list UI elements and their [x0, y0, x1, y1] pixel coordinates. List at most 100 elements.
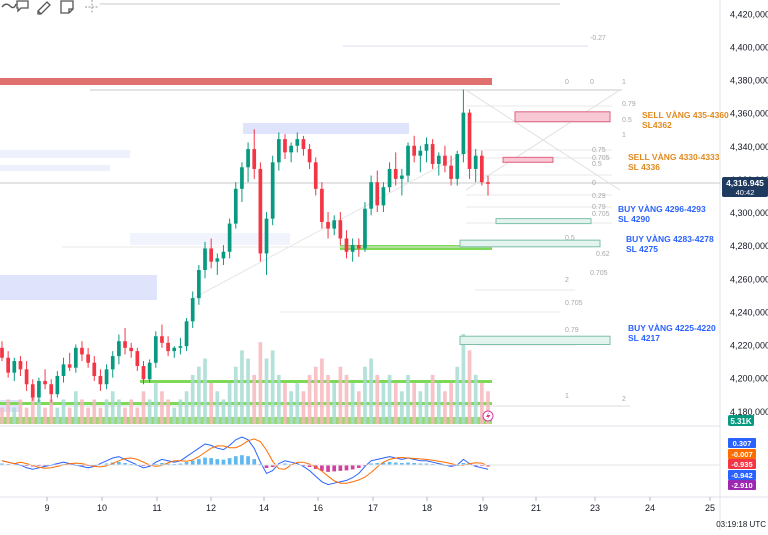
- candle-body[interactable]: [436, 155, 441, 164]
- candle-body[interactable]: [104, 369, 109, 385]
- candle-body[interactable]: [283, 139, 287, 153]
- candle-body[interactable]: [369, 182, 373, 209]
- price-tick-label[interactable]: 4,360,000: [730, 109, 768, 119]
- time-tick-label[interactable]: 21: [531, 503, 541, 513]
- sell-zone-box[interactable]: [502, 156, 554, 163]
- candle-body[interactable]: [43, 380, 47, 385]
- candle-body[interactable]: [67, 364, 72, 368]
- candle-body[interactable]: [338, 220, 343, 239]
- candle-body[interactable]: [406, 145, 410, 176]
- candle-body[interactable]: [289, 145, 293, 153]
- candle-body[interactable]: [418, 150, 423, 156]
- candle-body[interactable]: [197, 269, 201, 299]
- price-tick-label[interactable]: 4,420,000: [730, 9, 768, 19]
- candle-body[interactable]: [166, 342, 170, 352]
- candle-body[interactable]: [307, 149, 312, 163]
- candle-body[interactable]: [400, 175, 404, 179]
- candle-body[interactable]: [86, 354, 90, 363]
- candle-body[interactable]: [184, 321, 189, 347]
- candle-body[interactable]: [12, 361, 17, 373]
- time-tick-label[interactable]: 11: [152, 503, 161, 513]
- candle-body[interactable]: [73, 347, 78, 368]
- candle-body[interactable]: [24, 369, 29, 385]
- time-tick-label[interactable]: 23: [590, 503, 600, 513]
- candle-body[interactable]: [129, 347, 134, 352]
- candle-body[interactable]: [467, 112, 472, 169]
- comment-icon[interactable]: [16, 0, 29, 13]
- candle-body[interactable]: [221, 251, 226, 259]
- candle-body[interactable]: [110, 356, 115, 370]
- price-tick-label[interactable]: 4,380,000: [730, 76, 768, 86]
- crosshair-icon[interactable]: [85, 0, 99, 14]
- candle-body[interactable]: [240, 167, 244, 189]
- candle-body[interactable]: [449, 165, 453, 179]
- candle-body[interactable]: [123, 341, 127, 348]
- candle-body[interactable]: [61, 364, 66, 376]
- time-tick-label[interactable]: 9: [44, 503, 49, 513]
- price-tick-label[interactable]: 4,340,000: [730, 142, 768, 152]
- candle-body[interactable]: [203, 248, 207, 270]
- candle-body[interactable]: [350, 245, 355, 252]
- candle-body[interactable]: [98, 375, 103, 385]
- candles[interactable]: [0, 89, 490, 403]
- candle-body[interactable]: [80, 347, 84, 355]
- candle-body[interactable]: [430, 144, 435, 164]
- candle-body[interactable]: [246, 149, 250, 168]
- candle-body[interactable]: [363, 208, 367, 249]
- candle-body[interactable]: [270, 162, 275, 219]
- candle-body[interactable]: [0, 347, 4, 358]
- candle-body[interactable]: [344, 238, 349, 252]
- buy-zone-box[interactable]: [459, 335, 611, 345]
- candle-body[interactable]: [117, 341, 121, 357]
- price-tick-label[interactable]: 4,220,000: [730, 341, 768, 351]
- price-tick-label[interactable]: 4,300,000: [730, 208, 768, 218]
- candle-body[interactable]: [424, 144, 429, 151]
- candle-body[interactable]: [332, 220, 337, 229]
- time-tick-label[interactable]: 25: [705, 503, 715, 513]
- price-tick-label[interactable]: 4,260,000: [730, 274, 768, 284]
- candle-body[interactable]: [375, 182, 380, 206]
- candle-body[interactable]: [393, 168, 398, 179]
- time-tick-label[interactable]: 17: [368, 503, 378, 513]
- candle-body[interactable]: [461, 112, 466, 155]
- candle-body[interactable]: [473, 155, 478, 169]
- candle-body[interactable]: [233, 188, 238, 224]
- candle-body[interactable]: [6, 357, 10, 373]
- candle-body[interactable]: [227, 223, 232, 252]
- candle-body[interactable]: [455, 154, 460, 179]
- note-icon[interactable]: [60, 0, 74, 14]
- price-tick-label[interactable]: 4,200,000: [730, 374, 768, 384]
- time-tick-label[interactable]: 18: [422, 503, 432, 513]
- candle-body[interactable]: [209, 248, 214, 262]
- candle-body[interactable]: [486, 182, 490, 184]
- candle-body[interactable]: [295, 139, 300, 146]
- price-tick-label[interactable]: 4,240,000: [730, 307, 768, 317]
- candle-body[interactable]: [320, 188, 324, 222]
- candle-body[interactable]: [276, 139, 281, 163]
- candle-body[interactable]: [326, 221, 330, 229]
- candle-body[interactable]: [37, 380, 41, 398]
- buy-zone-box[interactable]: [495, 218, 592, 225]
- price-tick-label[interactable]: 4,180,000: [730, 407, 768, 417]
- candle-body[interactable]: [215, 258, 220, 262]
- candle-body[interactable]: [92, 362, 97, 376]
- time-tick-label[interactable]: 10: [97, 503, 107, 513]
- candle-body[interactable]: [49, 384, 54, 395]
- candle-body[interactable]: [55, 375, 60, 395]
- time-tick-label[interactable]: 12: [206, 503, 216, 513]
- time-tick-label[interactable]: 19: [478, 503, 488, 513]
- candle-body[interactable]: [258, 168, 263, 254]
- candle-body[interactable]: [301, 139, 306, 150]
- candle-body[interactable]: [141, 366, 146, 380]
- candle-body[interactable]: [264, 218, 269, 254]
- candle-body[interactable]: [252, 149, 257, 169]
- candle-body[interactable]: [30, 384, 35, 398]
- candle-body[interactable]: [412, 145, 417, 156]
- candle-body[interactable]: [480, 155, 484, 183]
- buy-zone-box[interactable]: [459, 239, 601, 248]
- time-tick-label[interactable]: 24: [645, 503, 655, 513]
- candle-body[interactable]: [18, 361, 23, 370]
- candle-body[interactable]: [135, 351, 140, 367]
